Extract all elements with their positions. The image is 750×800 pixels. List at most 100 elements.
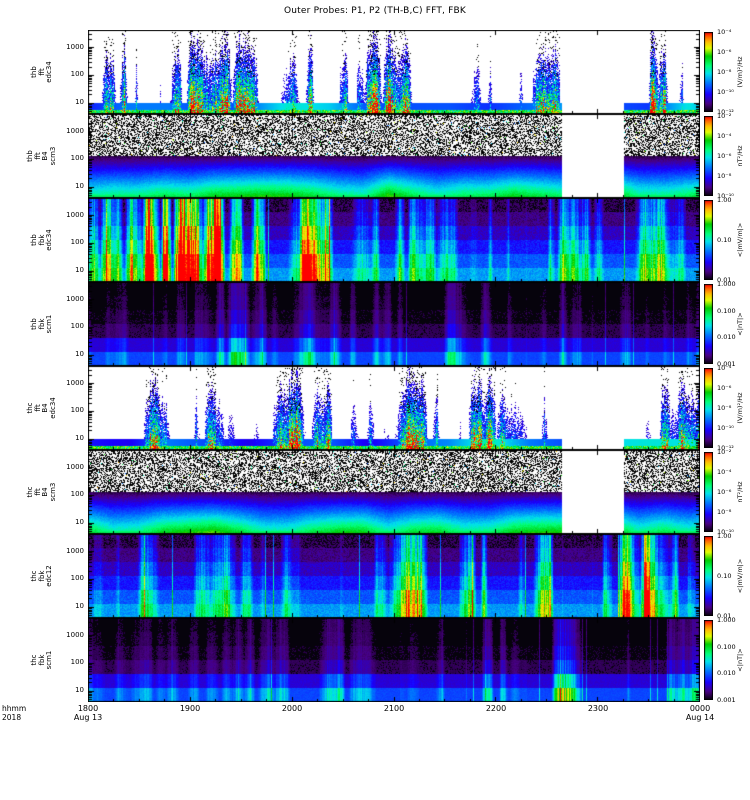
panel-label-line: edc34 xyxy=(44,61,53,83)
colorbar-tick-label: 0.001 xyxy=(717,696,736,704)
panel-row-thc-fft-scm3: thc fft B4 scm3 1000 100 10 10⁻² 10⁻⁴ 10⁻⁶ 10⁻⁸ 10⁻… xyxy=(0,448,750,536)
colorbar-tick-label: 0.100 xyxy=(717,642,736,651)
y-tick-label: 10 xyxy=(75,518,84,527)
plot-title: Outer Probes: P1, P2 (TH-B,C) FFT, FBK xyxy=(283,6,467,16)
panel-row-thc-fbk-edc12: thc fbk edc12 1000 100 10 1.00 0.10 0.01 <|mV/m|> xyxy=(0,533,750,619)
colorbar-tick-label: 10⁻⁸ xyxy=(717,172,732,180)
colorbar-unit-thc-fft-scm3: nT²/Hz xyxy=(732,450,748,534)
colorbar-tick-label: 10⁻¹⁰ xyxy=(717,88,734,96)
panel-label-text: thc fft B4 scm3 xyxy=(26,482,57,502)
colorbar-tick-label: 0.100 xyxy=(717,306,736,315)
colorbar-thc-fbk-edc12 xyxy=(704,536,713,616)
panel-label-text: thc fbk edc12 xyxy=(29,565,54,587)
panel-label-line: B4 xyxy=(41,403,49,413)
panel-label-line: edc12 xyxy=(44,565,53,587)
colorbar-tick-label: 1.000 xyxy=(717,280,736,288)
colorbar-tick-label: 10⁻⁸ xyxy=(717,508,732,516)
colorbar-tick-label: 10⁻⁸ xyxy=(717,68,732,76)
x-tick-label: 2300 xyxy=(587,704,609,713)
colorbar-tick-label: 0.10 xyxy=(717,236,732,244)
panel-label-text: thc fbk scm1 xyxy=(30,650,54,670)
y-tick-label: 10 xyxy=(75,686,84,695)
spectrogram-thb-fbk-scm1 xyxy=(88,282,700,366)
panel-label-line: edc34 xyxy=(48,397,57,419)
colorbar-tick-label: 1.000 xyxy=(717,616,736,624)
panel-label-line: thb xyxy=(29,318,38,330)
y-tick-label: 1000 xyxy=(66,630,84,639)
footer-year-label: 2018 xyxy=(2,713,22,722)
panel-label-line: thb xyxy=(29,66,38,78)
y-tick-label: 10 xyxy=(75,350,84,359)
colorbar-tick-label: 10⁻⁴ xyxy=(717,468,732,476)
panel-label-thc-fbk-scm1: thc fbk scm1 xyxy=(24,618,60,702)
panel-label-line: scm3 xyxy=(48,482,57,502)
y-tick-label: 1000 xyxy=(66,210,84,219)
colorbar-tick-label: 10⁻⁶ xyxy=(717,152,732,160)
panel-row-thc-fbk-scm1: thc fbk scm1 1000 100 10 1.000 0.100 0.010 0.001 <… xyxy=(0,616,750,704)
panel-label-line: fbk xyxy=(37,654,46,666)
colorbar-tick-label: 10⁻⁶ xyxy=(717,488,732,496)
y-tick-label: 100 xyxy=(70,490,84,499)
colorbar-unit-label: nT²/Hz xyxy=(736,145,744,167)
colorbar-tick-label: 10⁻¹² xyxy=(717,444,734,452)
panel-label-thc-fbk-edc12: thc fbk edc12 xyxy=(24,534,60,618)
spectrogram-thc-fft-scm3 xyxy=(88,450,700,534)
panel-label-line: fbk xyxy=(37,234,46,246)
colorbar-tick-label: 10⁻² xyxy=(717,112,732,120)
panel-label-text: thb fbk edc34 xyxy=(30,229,54,251)
panel-label-text: thb fft B4 scm3 xyxy=(26,146,57,166)
panel-label-line: B4 xyxy=(41,487,49,497)
y-tick-label: 100 xyxy=(70,574,84,583)
colorbar-tick-label: 10⁻¹⁰ xyxy=(717,192,734,200)
y-tick-label: 100 xyxy=(70,154,84,163)
y-tick-label: 1000 xyxy=(66,378,84,387)
x-tick-label: 2100 xyxy=(383,704,405,713)
colorbar-thc-fft-edc34 xyxy=(704,368,713,448)
colorbar-tick-label: 0.010 xyxy=(717,333,736,342)
colorbar-tick-label: 0.01 xyxy=(717,276,732,284)
y-tick-label: 10 xyxy=(75,266,84,275)
panel-label-thb-fbk-edc34: thb fbk edc34 xyxy=(24,198,60,282)
panel-row-thb-fbk-edc34: thb fbk edc34 1000 100 10 1.00 0.10 0.01 <|mV/m|> xyxy=(0,196,750,284)
y-tick-label: 10 xyxy=(75,434,84,443)
colorbar-tick-label: 10⁻¹⁰ xyxy=(717,528,734,536)
colorbar-tick-label: 10⁻⁸ xyxy=(717,404,732,412)
colorbar-unit-thb-fft-edc34: (V/m)²/Hz xyxy=(732,30,748,114)
colorbar-thb-fft-scm3 xyxy=(704,116,713,196)
spectrogram-thb-fbk-edc34 xyxy=(88,198,700,282)
panel-label-line: thc xyxy=(26,486,34,498)
x-tick-label: 0000 xyxy=(689,704,711,713)
y-tick-label: 1000 xyxy=(66,546,84,555)
panel-label-line: fft xyxy=(33,404,42,412)
x-tick-label: 1900 xyxy=(179,704,201,713)
panel-row-thc-fft-edc34: thc fft B4 edc34 1000 100 10 10⁻⁴ 10⁻⁶ 10⁻⁸ 10⁻¹⁰ 1… xyxy=(0,365,750,452)
panel-label-line: fbk xyxy=(37,570,46,582)
colorbar-thc-fbk-scm1 xyxy=(704,620,713,700)
panel-label-line: scm1 xyxy=(44,650,53,670)
colorbar-tick-label: 1.00 xyxy=(717,196,732,204)
colorbar-tick-label: 10⁻² xyxy=(717,448,732,456)
colorbar-unit-label: nT²/Hz xyxy=(736,481,744,503)
spectrogram-thc-fbk-edc12 xyxy=(88,534,700,618)
colorbar-tick-label: 0.010 xyxy=(717,669,736,678)
panel-label-line: thb xyxy=(26,150,34,162)
panel-label-line: fbk xyxy=(37,318,46,330)
colorbar-unit-label: <|nT|> xyxy=(736,648,744,672)
panel-label-text: thb fbk scm1 xyxy=(29,315,54,334)
panel-row-thb-fbk-scm1: thb fbk scm1 1000 100 10 1.000 0.100 0.010 0.001 <… xyxy=(0,280,750,367)
colorbar-unit-label: <|mV/m|> xyxy=(736,222,744,258)
panel-label-thb-fft-edc34: thb fft edc34 xyxy=(24,30,60,114)
panel-label-line: thc xyxy=(29,570,38,582)
y-tick-label: 100 xyxy=(70,70,84,79)
panel-label-text: thc fft B4 edc34 xyxy=(26,397,57,419)
y-tick-label: 100 xyxy=(70,406,84,415)
panel-label-line: scm3 xyxy=(48,146,57,166)
panel-label-line: thc xyxy=(26,402,34,414)
panel-row-thb-fft-edc34: thb fft edc34 1000 100 10 10⁻⁴ 10⁻⁶ 10⁻⁸ 10⁻¹⁰ 10⁻… xyxy=(0,29,750,115)
y-tick-label: 100 xyxy=(70,658,84,667)
panel-label-thc-fft-scm3: thc fft B4 scm3 xyxy=(24,450,60,534)
panel-label-line: edc34 xyxy=(44,229,53,251)
x-tick-label: 2000 xyxy=(281,704,303,713)
spectrogram-thc-fft-edc34 xyxy=(88,366,700,450)
